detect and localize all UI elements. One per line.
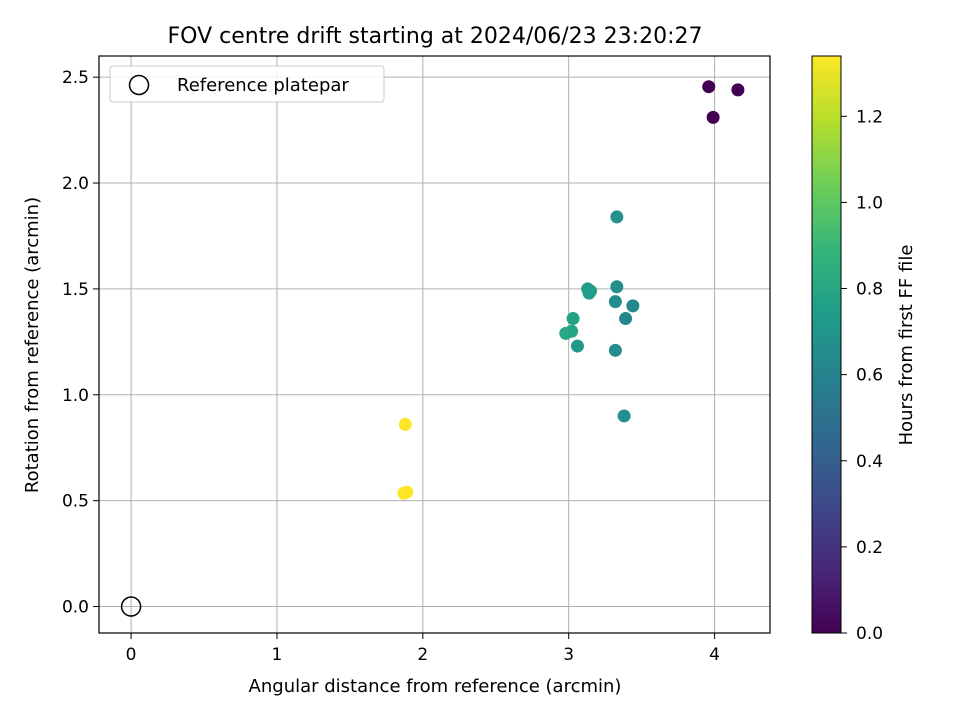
- y-tick-label: 1.5: [62, 280, 89, 300]
- x-tick-label: 2: [417, 645, 428, 665]
- colorbar-tick-label: 0.8: [856, 280, 883, 300]
- y-tick-label: 2.5: [62, 68, 89, 88]
- data-point: [608, 343, 622, 357]
- data-point: [610, 280, 624, 294]
- x-tick-label: 1: [272, 645, 283, 665]
- data-point: [706, 110, 720, 124]
- y-axis: 0.0 0.5 1.0 1.5 2.0 2.5: [62, 68, 99, 618]
- x-axis-label: Angular distance from reference (arcmin): [249, 676, 622, 697]
- colorbar-tick-label: 0.0: [856, 624, 883, 644]
- data-point: [559, 326, 573, 340]
- reference-platepar-marker: [120, 596, 142, 617]
- colorbar-ticks: 0.0 0.2 0.4 0.6 0.8 1.0 1.2: [841, 107, 883, 644]
- plot-frame: [98, 55, 771, 634]
- colorbar-gradient: [811, 55, 842, 634]
- data-point: [582, 286, 596, 300]
- data-point: [617, 409, 631, 423]
- colorbar-tick-label: 0.2: [856, 538, 883, 558]
- scatter-points: [120, 80, 745, 617]
- x-axis: 0 1 2 3 4: [126, 633, 720, 665]
- x-tick-label: 3: [563, 645, 574, 665]
- data-point: [731, 83, 745, 97]
- data-point: [702, 80, 716, 94]
- plot-area: [99, 56, 770, 633]
- colorbar-tick-label: 0.4: [856, 452, 883, 472]
- y-tick-label: 0.0: [62, 598, 89, 618]
- data-point: [619, 312, 633, 326]
- data-point: [608, 295, 622, 309]
- data-point: [626, 299, 640, 313]
- legend-marker-open-circle: [128, 74, 150, 96]
- data-point: [566, 312, 580, 326]
- colorbar-tick-label: 1.2: [856, 107, 883, 127]
- data-point: [610, 210, 624, 224]
- legend: Reference platepar: [109, 65, 385, 103]
- legend-label-reference-platepar: Reference platepar: [177, 75, 349, 96]
- x-tick-label: 0: [126, 645, 137, 665]
- y-tick-label: 0.5: [62, 492, 89, 512]
- data-point: [570, 339, 584, 353]
- data-point: [400, 485, 414, 499]
- legend-box: [109, 65, 385, 103]
- y-tick-label: 1.0: [62, 386, 89, 406]
- colorbar: 0.0 0.2 0.4 0.6 0.8 1.0 1.2 Hours from first F…: [811, 55, 917, 644]
- colorbar-label: Hours from first FF file: [896, 245, 917, 446]
- x-tick-label: 4: [709, 645, 720, 665]
- colorbar-tick-label: 0.6: [856, 366, 883, 386]
- y-tick-label: 2.0: [62, 174, 89, 194]
- data-point: [398, 417, 412, 431]
- colorbar-tick-label: 1.0: [856, 193, 883, 213]
- chart-title: FOV centre drift starting at 2024/06/23 …: [168, 24, 703, 49]
- y-axis-label: Rotation from reference (arcmin): [22, 197, 43, 493]
